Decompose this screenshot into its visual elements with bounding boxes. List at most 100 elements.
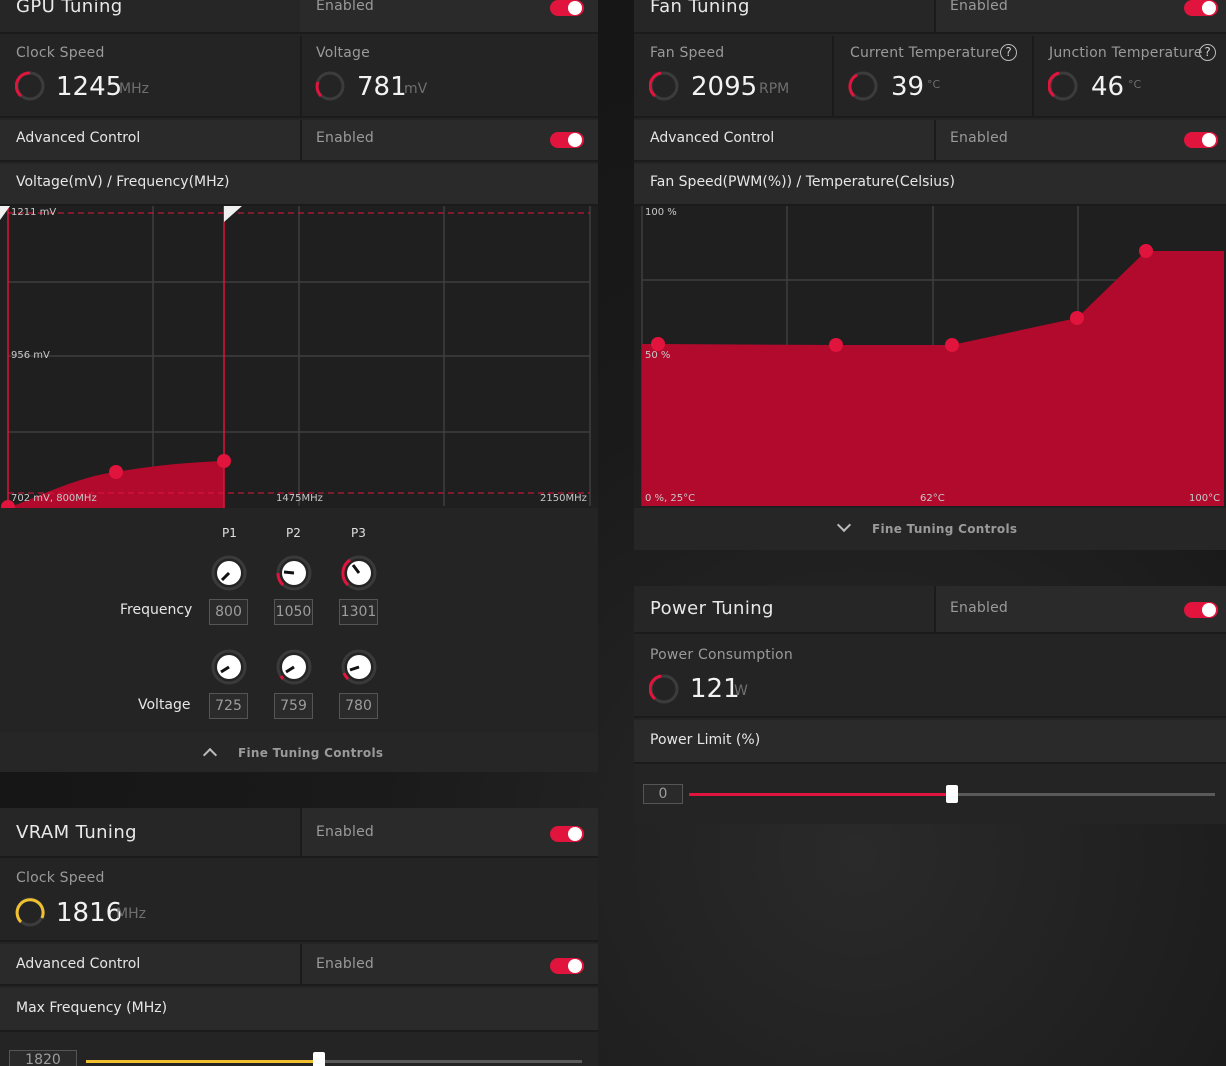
vram-max-freq-input[interactable]: 1820 xyxy=(9,1050,77,1066)
p2-header: P2 xyxy=(286,526,301,540)
fan-graph-title: Fan Speed(PWM(%)) / Temperature(Celsius) xyxy=(650,174,955,190)
vram-slider-track[interactable] xyxy=(86,1060,582,1063)
voltage-gauge-icon xyxy=(315,71,345,101)
gpu-tuning-toggle[interactable] xyxy=(550,0,584,16)
gpu-tuning-title: GPU Tuning xyxy=(16,0,123,17)
fan-point-4 xyxy=(1139,244,1153,258)
vf-point-1 xyxy=(109,465,123,479)
power-consumption-value: 121 xyxy=(690,674,740,704)
vf-point-0 xyxy=(1,500,15,508)
p2-voltage-knob[interactable] xyxy=(276,649,312,685)
fan-xmax-label: 100°C xyxy=(1189,493,1221,504)
power-stats-row: Power Consumption 121 W xyxy=(634,636,1226,718)
fan-advanced-label: Advanced Control xyxy=(650,130,775,146)
current-temp-help-icon[interactable]: ? xyxy=(1000,44,1017,61)
p3-voltage-knob[interactable] xyxy=(341,649,377,685)
gpu-stats-row: Clock Speed 1245 MHz Voltage 781 mV xyxy=(0,36,598,118)
power-enabled-label: Enabled xyxy=(950,600,1008,616)
vf-left-handle-icon xyxy=(0,206,10,220)
power-limit-label: Power Limit (%) xyxy=(650,732,761,748)
vram-advanced-enabled-label: Enabled xyxy=(316,956,374,972)
fan-tuning-title: Fan Tuning xyxy=(650,0,750,17)
current-temp-unit: °C xyxy=(927,78,941,91)
vram-slider-fill xyxy=(86,1060,319,1063)
fan-point-2 xyxy=(945,338,959,352)
gpu-knob-area: P1 P2 P3 Frequency Voltage 800 1050 1301 xyxy=(0,508,598,732)
p2-frequency-knob[interactable] xyxy=(276,555,312,591)
clock-speed-value: 1245 xyxy=(56,72,123,102)
current-temp-value: 39 xyxy=(891,72,925,102)
junction-temp-label: Junction Temperature xyxy=(1049,45,1203,61)
p3-voltage-input[interactable]: 780 xyxy=(339,693,378,719)
junction-temp-help-icon[interactable]: ? xyxy=(1199,44,1216,61)
vram-enabled-label: Enabled xyxy=(316,824,374,840)
vf-xmax-label: 2150MHz xyxy=(540,493,587,504)
power-consumption-unit: W xyxy=(734,683,748,699)
vram-slider-area: 1820 xyxy=(0,1034,598,1066)
gpu-fine-tuning-label: Fine Tuning Controls xyxy=(238,746,384,760)
fan-graph-title-row: Fan Speed(PWM(%)) / Temperature(Celsius) xyxy=(634,164,1226,206)
power-tuning-toggle[interactable] xyxy=(1184,602,1218,618)
vram-max-freq-row: Max Frequency (MHz) xyxy=(0,988,598,1032)
fan-advanced-toggle[interactable] xyxy=(1184,132,1218,148)
power-gauge-icon xyxy=(649,674,679,704)
power-tuning-title: Power Tuning xyxy=(650,598,774,619)
power-consumption-label: Power Consumption xyxy=(650,647,793,663)
voltage-unit: mV xyxy=(404,81,428,97)
fan-curve-graph[interactable]: 100 % 50 % 0 %, 25°C 62°C 100°C xyxy=(634,206,1226,508)
clock-speed-unit: MHz xyxy=(119,81,149,97)
gpu-header-row: GPU Tuning Enabled xyxy=(0,0,598,34)
fan-speed-gauge-icon xyxy=(649,71,679,101)
gpu-advanced-toggle[interactable] xyxy=(550,132,584,148)
fan-speed-value: 2095 xyxy=(691,72,758,102)
current-temp-gauge-icon xyxy=(848,71,878,101)
p1-voltage-input[interactable]: 725 xyxy=(209,693,248,719)
vram-advanced-toggle[interactable] xyxy=(550,958,584,974)
fan-fine-tuning-row[interactable]: Fine Tuning Controls xyxy=(634,508,1226,550)
p2-voltage-input[interactable]: 759 xyxy=(274,693,313,719)
p3-frequency-knob[interactable] xyxy=(341,555,377,591)
p3-frequency-input[interactable]: 1301 xyxy=(339,599,378,625)
power-limit-input[interactable]: 0 xyxy=(643,784,683,804)
vram-advanced-label: Advanced Control xyxy=(16,956,141,972)
power-header-row: Power Tuning Enabled xyxy=(634,586,1226,634)
p3-header: P3 xyxy=(351,526,366,540)
vram-clock-gauge-icon xyxy=(15,897,45,927)
junction-temp-gauge-icon xyxy=(1048,71,1078,101)
vram-tuning-toggle[interactable] xyxy=(550,826,584,842)
gpu-graph-title: Voltage(mV) / Frequency(MHz) xyxy=(16,174,230,190)
p1-frequency-knob[interactable] xyxy=(211,555,247,591)
gpu-fine-tuning-row[interactable]: Fine Tuning Controls xyxy=(0,732,598,772)
p2-frequency-input[interactable]: 1050 xyxy=(274,599,313,625)
p1-voltage-knob[interactable] xyxy=(211,649,247,685)
fan-header-row: Fan Tuning Enabled xyxy=(634,0,1226,34)
fan-speed-unit: RPM xyxy=(759,81,790,97)
vf-point-2 xyxy=(217,454,231,468)
power-slider-thumb[interactable] xyxy=(946,785,958,803)
fan-origin-label: 0 %, 25°C xyxy=(645,493,696,504)
fan-fine-tuning-label: Fine Tuning Controls xyxy=(872,522,1018,536)
fan-curve-fill xyxy=(642,251,1224,506)
vf-right-handle-icon xyxy=(224,206,242,222)
vf-top-label: 1211 mV xyxy=(11,207,57,218)
junction-temp-value: 46 xyxy=(1091,72,1125,102)
fan-tuning-toggle[interactable] xyxy=(1184,0,1218,16)
power-limit-row: Power Limit (%) xyxy=(634,720,1226,764)
vram-stats-row: Clock Speed 1816 MHz xyxy=(0,860,598,942)
gpu-tuning-panel: GPU Tuning Enabled Clock Speed 1245 MHz … xyxy=(0,0,598,772)
fan-point-3 xyxy=(1070,311,1084,325)
vram-advanced-row: Advanced Control Enabled xyxy=(0,944,598,986)
voltage-frequency-graph[interactable]: 1211 mV 956 mV 702 mV, 800MHz 1475MHz 21… xyxy=(0,206,598,508)
voltage-label: Voltage xyxy=(316,45,370,61)
gpu-enabled-label: Enabled xyxy=(316,0,374,14)
gpu-graph-title-row: Voltage(mV) / Frequency(MHz) xyxy=(0,164,598,206)
voltage-value: 781 xyxy=(357,72,407,102)
p1-frequency-input[interactable]: 800 xyxy=(209,599,248,625)
fan-top-label: 100 % xyxy=(645,207,677,218)
power-slider-fill xyxy=(689,793,952,796)
fan-stats-row: Fan Speed 2095 RPM Current Temperature ?… xyxy=(634,36,1226,118)
fan-speed-label: Fan Speed xyxy=(650,45,725,61)
vram-tuning-title: VRAM Tuning xyxy=(16,822,137,843)
vf-curve-fill xyxy=(8,461,224,508)
vram-slider-thumb[interactable] xyxy=(313,1052,325,1066)
